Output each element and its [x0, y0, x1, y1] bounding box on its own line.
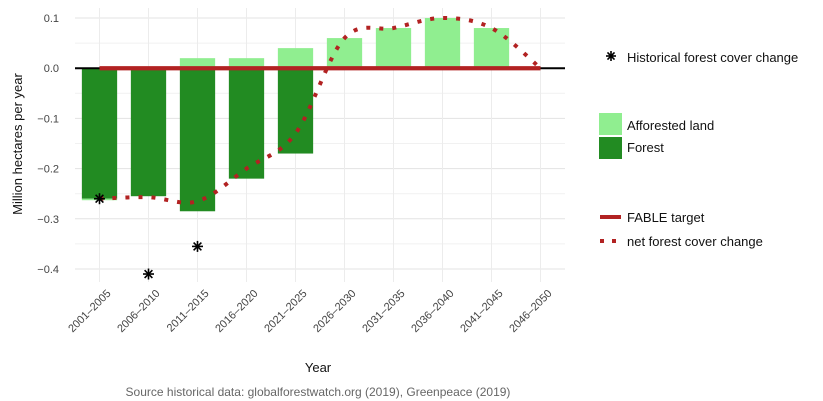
legend-item-forest: Forest — [599, 137, 664, 159]
y-axis-ticks: 0.1 0.0 −0.1 −0.2 −0.3 −0.4 — [37, 13, 59, 276]
bar-afforested — [375, 28, 412, 69]
legend-item-historical: Historical forest cover change — [606, 50, 798, 65]
x-axis-title: Year — [305, 360, 332, 375]
x-tick-label: 2026–2030 — [311, 288, 358, 335]
source-caption: Source historical data: globalforestwatc… — [126, 385, 511, 399]
asterisk-stroke — [193, 241, 202, 251]
y-tick-label: −0.4 — [37, 264, 59, 276]
net-forest-cover-change-line — [99, 15, 542, 205]
x-tick-label: 2031–2035 — [360, 288, 407, 335]
y-tick-label: −0.3 — [37, 214, 59, 226]
legend-label-net-change: net forest cover change — [627, 234, 763, 249]
legend-asterisk — [606, 51, 616, 61]
bar-afforested — [179, 58, 216, 69]
legend: Historical forest cover change Afforeste… — [599, 50, 798, 249]
historical-point — [143, 268, 154, 280]
x-tick-label: 2046–2050 — [507, 288, 554, 335]
bars — [81, 18, 510, 212]
x-tick-label: 2006–2010 — [115, 288, 162, 335]
y-tick-label: −0.1 — [37, 113, 59, 125]
x-tick-label: 2001–2005 — [66, 288, 113, 335]
bar-forest — [81, 68, 118, 199]
legend-label-historical: Historical forest cover change — [627, 50, 798, 65]
legend-label-forest: Forest — [627, 140, 664, 155]
asterisk-stroke — [95, 194, 104, 204]
legend-swatch-afforested — [599, 113, 622, 135]
x-tick-label: 2016–2020 — [213, 288, 260, 335]
y-tick-label: −0.2 — [37, 164, 59, 176]
x-tick-label: 2021–2025 — [262, 288, 309, 335]
historical-forest-cover-change-points — [94, 193, 203, 280]
bar-afforested — [326, 38, 363, 69]
x-tick-label: 2036–2040 — [409, 288, 456, 335]
bar-afforested — [228, 58, 265, 69]
asterisk-stroke — [144, 269, 153, 279]
legend-label-fable-target: FABLE target — [627, 210, 705, 225]
y-tick-label: 0.1 — [44, 13, 59, 25]
bar-forest — [179, 68, 216, 212]
x-axis-ticks: 2001–2005 2006–2010 2011–2015 2016–2020 2021… — [66, 288, 554, 335]
legend-item-fable-target: FABLE target — [600, 210, 705, 225]
historical-point — [94, 193, 105, 205]
bar-afforested — [277, 48, 314, 69]
y-axis-title: Million hectares per year — [10, 73, 25, 215]
legend-label-afforested: Afforested land — [627, 118, 714, 133]
bar-afforested — [473, 28, 510, 69]
x-tick-label: 2011–2015 — [165, 288, 212, 335]
bar-forest — [277, 68, 314, 154]
legend-item-afforested: Afforested land — [599, 113, 714, 135]
bar-afforested — [424, 18, 461, 69]
asterisk-stroke — [606, 51, 616, 61]
legend-swatch-historical-asterisk — [606, 51, 616, 61]
bar-forest — [130, 68, 167, 197]
x-tick-label: 2041–2045 — [458, 288, 505, 335]
y-tick-label: 0.0 — [44, 63, 59, 75]
legend-swatch-forest — [599, 137, 622, 159]
net-forest-cover-change-series — [99, 15, 542, 205]
legend-item-net-change: net forest cover change — [600, 234, 763, 249]
historical-point — [192, 240, 203, 252]
